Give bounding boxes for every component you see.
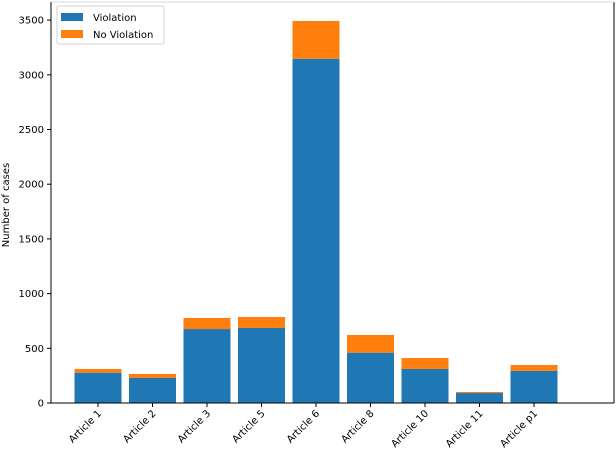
- x-tick-label: Article 3: [176, 408, 213, 445]
- bar-no-violation: [74, 368, 122, 373]
- bar-violation: [401, 368, 449, 403]
- x-tick-label: Article 6: [285, 408, 322, 445]
- bar-violation: [238, 327, 285, 403]
- x-tick-label: Article 1: [67, 408, 104, 445]
- bar-violation: [74, 372, 122, 403]
- legend-swatch: [61, 13, 83, 21]
- bar-no-violation: [456, 391, 503, 394]
- y-tick-label: 3000: [19, 70, 44, 81]
- legend: Violation No Violation: [56, 5, 165, 45]
- y-tick-label: 1500: [19, 234, 44, 245]
- y-tick-label: 3500: [19, 16, 44, 27]
- y-tick-label: 500: [25, 344, 44, 355]
- bar-violation: [129, 377, 176, 403]
- bar-violation: [510, 370, 558, 403]
- bar-violation: [183, 329, 231, 403]
- x-axis: Article 1 Article 2 Article 3 Article 5 Arti…: [67, 403, 540, 450]
- bar-violation: [456, 393, 503, 403]
- bar-no-violation: [238, 317, 285, 328]
- y-axis-label: Number of cases: [1, 163, 12, 247]
- bar-no-violation: [401, 358, 449, 369]
- bar-violation: [292, 58, 340, 403]
- bar-no-violation: [292, 20, 340, 59]
- legend-label: Violation: [93, 13, 137, 24]
- bars-group: [74, 20, 558, 403]
- bar-no-violation: [129, 374, 176, 378]
- bar-no-violation: [183, 317, 231, 330]
- x-tick-label: Article 10: [389, 408, 431, 450]
- x-tick-label: Article 8: [339, 408, 376, 445]
- y-tick-label: 0: [38, 399, 44, 410]
- x-tick-label: Article 2: [121, 408, 158, 445]
- legend-label: No Violation: [93, 30, 153, 41]
- y-axis: 0 500 1000 1500 2000 2500 3000 3500: [19, 16, 51, 410]
- legend-frame: [56, 5, 165, 45]
- y-tick-label: 1000: [19, 289, 44, 300]
- y-tick-label: 2500: [19, 125, 44, 136]
- x-tick-label: Article p1: [498, 408, 540, 450]
- x-tick-label: Article 5: [230, 408, 267, 445]
- legend-swatch: [61, 30, 83, 38]
- x-tick-label: Article 11: [444, 408, 486, 450]
- bar-violation: [347, 352, 394, 403]
- bar-no-violation: [510, 365, 558, 371]
- y-tick-label: 2000: [19, 180, 44, 191]
- bar-no-violation: [347, 334, 394, 353]
